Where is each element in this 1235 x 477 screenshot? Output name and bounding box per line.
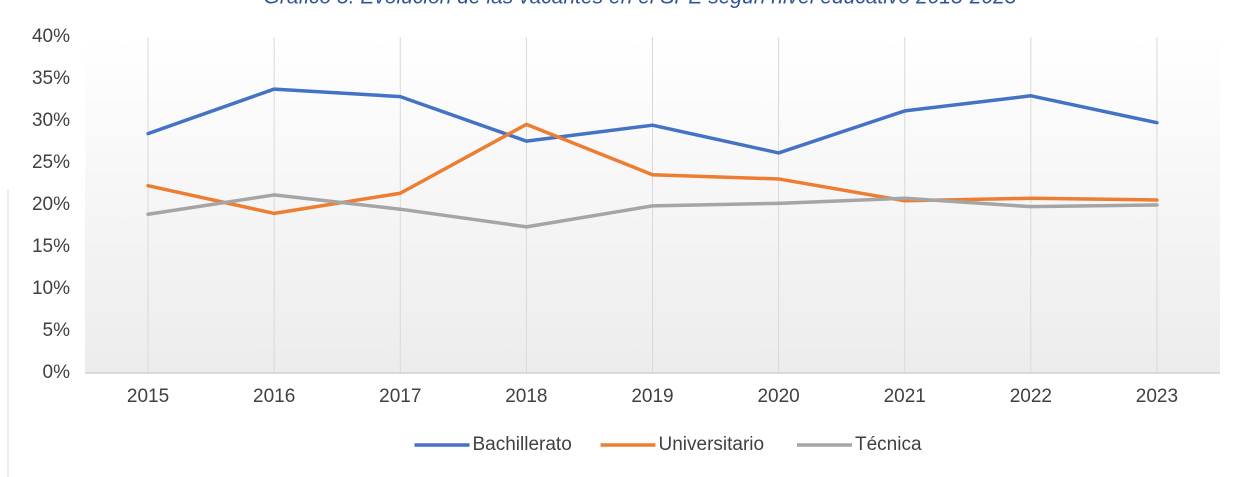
x-tick-label: 2015 xyxy=(127,386,169,407)
y-tick-label: 40% xyxy=(32,26,70,47)
series-line xyxy=(146,122,1159,216)
series-line xyxy=(146,193,1159,229)
x-tick-label: 2017 xyxy=(379,386,421,407)
x-tick-label: 2022 xyxy=(1010,386,1052,407)
x-tick-label: 2019 xyxy=(631,386,673,407)
x-tick-label: 2020 xyxy=(757,386,799,407)
y-tick-label: 10% xyxy=(32,278,70,299)
x-tick-label: 2021 xyxy=(884,386,926,407)
y-tick-label: 20% xyxy=(32,194,70,215)
y-tick-label: 25% xyxy=(32,152,70,173)
y-tick-label: 30% xyxy=(32,110,70,131)
legend-label: Técnica xyxy=(855,434,922,455)
x-tick-label: 2018 xyxy=(505,386,547,407)
y-tick-label: 0% xyxy=(43,362,71,383)
legend-label: Bachillerato xyxy=(473,434,572,455)
x-tick-label: 2023 xyxy=(1136,386,1178,407)
series-line xyxy=(146,87,1159,155)
y-tick-label: 5% xyxy=(43,320,71,341)
x-tick-label: 2016 xyxy=(253,386,295,407)
chart-title: Gráfico 5. Evolución de las vacantes en … xyxy=(264,0,1017,9)
y-tick-label: 15% xyxy=(32,236,70,257)
legend-label: Universitario xyxy=(659,434,765,455)
y-tick-label: 35% xyxy=(32,68,70,89)
